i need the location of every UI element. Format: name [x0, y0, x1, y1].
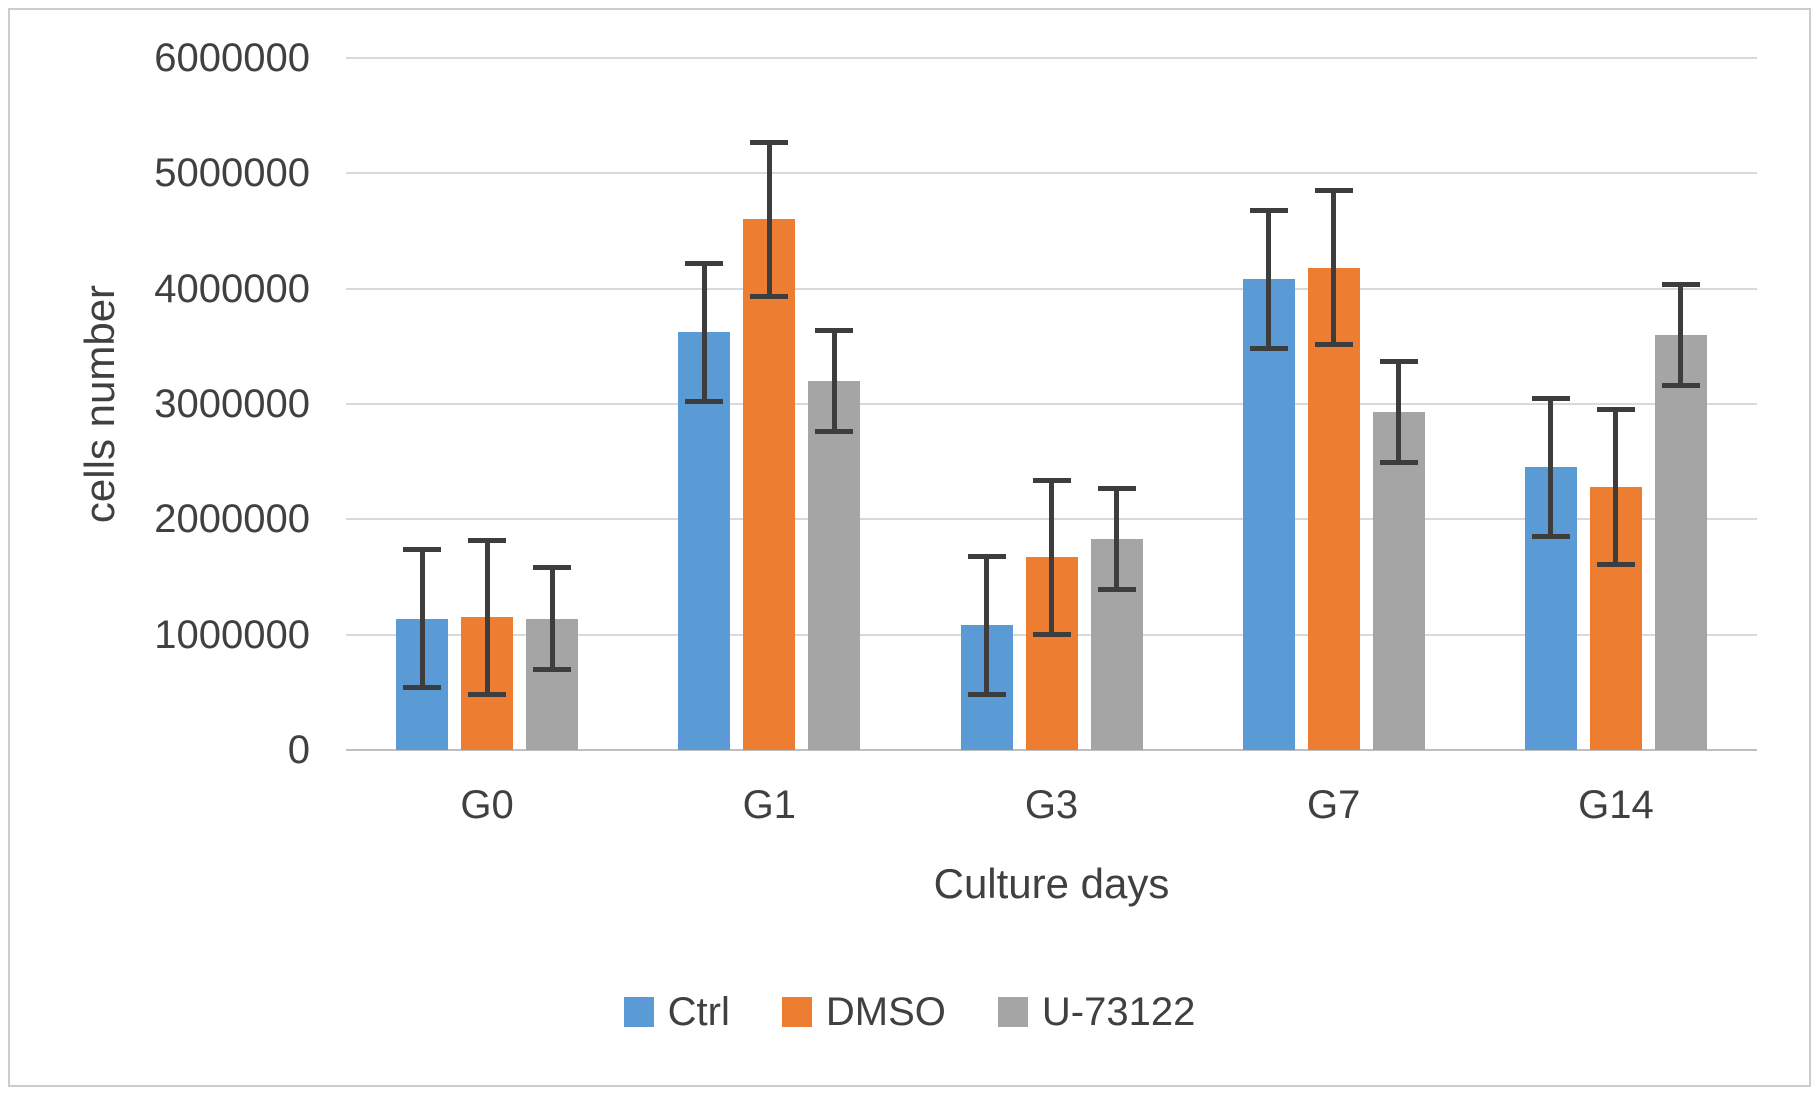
error-cap-top-dmso-g14	[1596, 407, 1635, 413]
error-cap-bottom-dmso-g1	[750, 294, 789, 300]
error-cap-bottom-u-73122-g1	[815, 428, 854, 434]
bar-dmso-g1	[743, 219, 796, 750]
error-bar-dmso-g3	[1049, 477, 1054, 637]
error-bar-u-73122-g14	[1678, 281, 1684, 388]
error-cap-bottom-ctrl-g14	[1531, 533, 1570, 539]
legend-item-dmso: DMSO	[781, 990, 946, 1034]
error-cap-top-ctrl-g0	[403, 547, 442, 552]
gridline-3000000	[346, 403, 1757, 405]
error-bar-ctrl-g1	[701, 260, 707, 404]
error-bar-dmso-g0	[484, 537, 490, 697]
gridline-4000000	[346, 287, 1757, 290]
error-bar-u-73122-g7	[1396, 359, 1402, 466]
error-cap-top-ctrl-g14	[1531, 395, 1570, 401]
error-cap-top-u-73122-g7	[1379, 359, 1418, 365]
bar-dmso-g7	[1307, 267, 1360, 750]
error-bar-ctrl-g14	[1548, 395, 1554, 539]
bar-u-73122-g14	[1654, 334, 1707, 750]
error-cap-bottom-ctrl-g7	[1249, 345, 1288, 351]
error-bar-dmso-g14	[1613, 407, 1619, 567]
legend-swatch-u-73122	[997, 997, 1028, 1027]
legend: Ctrl DMSO U-73122	[0, 992, 1819, 1032]
x-axis-title: Culture days	[933, 860, 1170, 907]
error-cap-top-ctrl-g7	[1249, 207, 1288, 213]
error-bar-dmso-g1	[766, 139, 772, 300]
error-cap-top-u-73122-g1	[815, 327, 854, 333]
x-category-label-g1: G1	[742, 783, 796, 827]
legend-label-ctrl: Ctrl	[667, 990, 730, 1034]
legend-item-u-73122: U-73122	[997, 990, 1196, 1034]
error-bar-u-73122-g3	[1114, 485, 1119, 592]
y-tick-label-6000000: 6000000	[154, 36, 310, 80]
y-tick-label-4000000: 4000000	[154, 266, 310, 311]
bar-ctrl-g7	[1242, 279, 1295, 750]
gridline-0	[346, 749, 1757, 751]
legend-item-ctrl: Ctrl	[623, 990, 730, 1034]
error-cap-bottom-ctrl-g3	[967, 691, 1006, 697]
gridline-6000000	[346, 57, 1757, 59]
error-cap-bottom-dmso-g0	[468, 691, 507, 697]
x-category-label-g14: G14	[1578, 783, 1654, 827]
x-category-label-g0: G0	[460, 783, 514, 827]
error-bar-u-73122-g0	[549, 565, 555, 672]
bar-u-73122-g7	[1372, 412, 1425, 750]
y-tick-label-5000000: 5000000	[154, 151, 310, 196]
legend-label-u-73122: U-73122	[1041, 990, 1196, 1034]
error-bar-ctrl-g0	[419, 547, 425, 690]
error-cap-bottom-ctrl-g0	[403, 685, 442, 691]
y-tick-label-0: 0	[287, 728, 310, 772]
legend-swatch-ctrl	[623, 997, 654, 1027]
plot-area	[346, 57, 1757, 751]
error-cap-top-dmso-g7	[1314, 188, 1353, 194]
error-cap-bottom-u-73122-g7	[1379, 460, 1418, 466]
error-cap-top-dmso-g1	[750, 139, 789, 145]
legend-swatch-dmso	[781, 997, 812, 1027]
error-cap-bottom-dmso-g7	[1314, 342, 1353, 348]
error-bar-u-73122-g1	[831, 327, 837, 434]
bar-u-73122-g1	[808, 380, 861, 750]
error-cap-top-dmso-g3	[1032, 477, 1071, 483]
error-cap-bottom-dmso-g14	[1596, 561, 1635, 567]
error-cap-bottom-u-73122-g0	[533, 666, 572, 672]
error-bar-dmso-g7	[1331, 188, 1337, 348]
error-cap-top-u-73122-g3	[1097, 485, 1136, 491]
error-cap-top-u-73122-g14	[1661, 281, 1700, 287]
error-cap-top-ctrl-g1	[685, 260, 724, 266]
x-category-label-g3: G3	[1024, 783, 1079, 827]
error-cap-bottom-u-73122-g3	[1097, 586, 1136, 592]
legend-label-dmso: DMSO	[825, 990, 946, 1034]
gridline-5000000	[346, 172, 1757, 175]
x-category-label-g7: G7	[1307, 783, 1361, 827]
y-tick-label-2000000: 2000000	[154, 497, 310, 542]
error-cap-top-u-73122-g0	[533, 565, 572, 571]
error-cap-top-ctrl-g3	[967, 553, 1006, 559]
error-bar-ctrl-g3	[984, 553, 989, 697]
error-cap-bottom-ctrl-g1	[685, 399, 724, 404]
error-cap-bottom-dmso-g3	[1032, 631, 1071, 637]
y-tick-label-3000000: 3000000	[154, 382, 310, 426]
y-tick-label-1000000: 1000000	[154, 612, 310, 657]
error-bar-ctrl-g7	[1266, 207, 1272, 351]
error-cap-top-dmso-g0	[468, 537, 507, 543]
error-cap-bottom-u-73122-g14	[1661, 382, 1700, 388]
